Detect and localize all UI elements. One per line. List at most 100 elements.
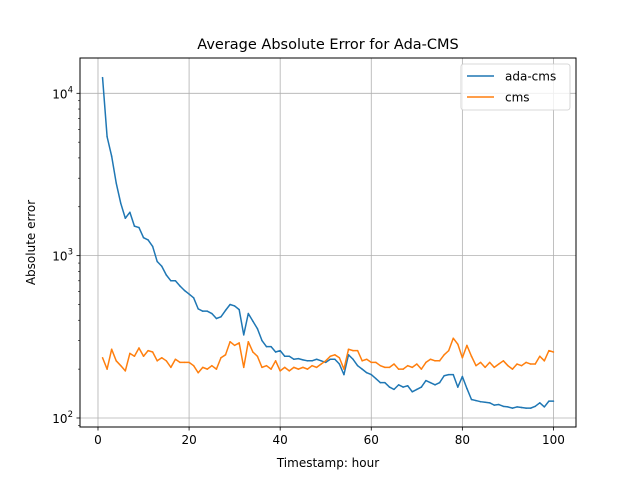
data-point-ada-cms xyxy=(220,316,222,318)
data-point-cms xyxy=(179,361,181,364)
data-point-ada-cms xyxy=(297,357,300,360)
data-point-ada-cms xyxy=(288,355,291,358)
data-point-ada-cms xyxy=(120,202,122,205)
y-tick-label: 102 xyxy=(52,410,73,426)
data-point-cms xyxy=(197,371,199,374)
data-point-ada-cms xyxy=(315,358,318,361)
data-point-cms xyxy=(293,366,295,369)
data-point-cms xyxy=(238,342,240,344)
data-point-ada-cms xyxy=(115,182,117,184)
data-point-ada-cms xyxy=(252,320,254,322)
data-point-cms xyxy=(361,360,363,362)
data-point-cms xyxy=(220,356,222,359)
plot-area xyxy=(80,58,576,427)
data-point-ada-cms xyxy=(206,310,209,312)
data-point-cms xyxy=(411,366,414,369)
series-line-cms xyxy=(101,337,554,374)
data-point-cms xyxy=(192,364,195,367)
data-point-cms xyxy=(438,360,441,362)
data-point-cms xyxy=(165,360,168,362)
data-point-cms xyxy=(370,361,373,364)
data-point-cms xyxy=(379,364,382,367)
data-point-ada-cms xyxy=(188,293,190,295)
data-point-cms xyxy=(106,368,108,370)
data-point-cms xyxy=(256,355,259,358)
data-point-cms xyxy=(315,366,318,369)
data-point-cms xyxy=(229,340,231,343)
data-point-cms xyxy=(334,354,336,356)
data-point-ada-cms xyxy=(488,402,491,404)
data-point-cms xyxy=(233,344,236,347)
data-point-ada-cms xyxy=(384,381,386,384)
legend-label-cms: cms xyxy=(505,91,530,105)
data-point-ada-cms xyxy=(434,384,436,386)
chart-title: Average Absolute Error for Ada-CMS xyxy=(197,37,458,53)
data-point-cms xyxy=(543,360,546,362)
data-point-cms xyxy=(170,366,172,369)
legend: ada-cms cms xyxy=(460,63,571,111)
data-point-cms xyxy=(124,370,127,372)
data-point-ada-cms xyxy=(165,274,168,276)
data-point-ada-cms xyxy=(329,358,332,361)
data-point-cms xyxy=(443,354,445,356)
data-point-cms xyxy=(311,364,313,367)
y-tick-label-exponent: 3 xyxy=(68,248,73,258)
data-point-cms xyxy=(188,361,190,364)
data-point-cms xyxy=(211,364,213,367)
data-point-ada-cms xyxy=(443,375,445,377)
data-point-ada-cms xyxy=(452,373,455,376)
data-point-cms xyxy=(397,368,400,370)
data-point-ada-cms xyxy=(539,402,541,404)
data-point-cms xyxy=(306,368,309,370)
data-point-ada-cms xyxy=(101,76,104,79)
data-point-cms xyxy=(156,360,158,362)
data-point-cms xyxy=(539,355,541,358)
data-point-cms xyxy=(393,363,395,365)
data-point-cms xyxy=(142,355,145,358)
data-point-ada-cms xyxy=(397,384,400,386)
data-point-cms xyxy=(120,364,122,367)
data-point-ada-cms xyxy=(274,351,277,353)
data-point-cms xyxy=(520,364,523,367)
y-tick-label: 104 xyxy=(52,85,73,101)
data-point-cms xyxy=(402,368,404,370)
data-point-ada-cms xyxy=(525,407,527,409)
data-point-cms xyxy=(242,366,245,369)
x-axis-label: Timestamp: hour xyxy=(276,456,379,470)
data-point-ada-cms xyxy=(197,308,199,310)
plot-frame xyxy=(79,57,577,428)
data-point-ada-cms xyxy=(311,360,313,362)
data-point-cms xyxy=(115,360,117,362)
data-point-ada-cms xyxy=(379,381,382,384)
data-point-cms xyxy=(447,349,450,352)
data-point-ada-cms xyxy=(133,225,136,227)
data-point-cms xyxy=(101,356,104,359)
data-point-ada-cms xyxy=(124,217,127,219)
data-point-cms xyxy=(261,366,263,369)
data-point-cms xyxy=(470,355,473,358)
data-point-cms xyxy=(288,370,291,372)
data-point-cms xyxy=(365,358,368,361)
data-point-ada-cms xyxy=(466,387,468,390)
data-point-cms xyxy=(133,355,136,358)
data-point-ada-cms xyxy=(552,400,555,402)
y-tick-label-base: 10 xyxy=(52,87,67,101)
data-point-cms xyxy=(429,358,432,361)
data-point-cms xyxy=(352,349,354,352)
data-point-ada-cms xyxy=(179,285,181,287)
data-point-cms xyxy=(270,368,272,370)
data-point-ada-cms xyxy=(534,405,536,408)
data-point-ada-cms xyxy=(375,377,377,380)
data-point-ada-cms xyxy=(498,403,500,406)
data-point-cms xyxy=(356,349,359,352)
data-point-ada-cms xyxy=(338,363,341,365)
data-point-ada-cms xyxy=(347,354,350,356)
data-point-ada-cms xyxy=(411,391,414,393)
data-point-cms xyxy=(215,368,218,370)
data-point-cms xyxy=(457,343,459,345)
x-tick-label: 40 xyxy=(273,433,288,447)
data-point-cms xyxy=(493,366,495,369)
data-point-cms xyxy=(302,366,304,369)
data-point-cms xyxy=(161,356,163,359)
